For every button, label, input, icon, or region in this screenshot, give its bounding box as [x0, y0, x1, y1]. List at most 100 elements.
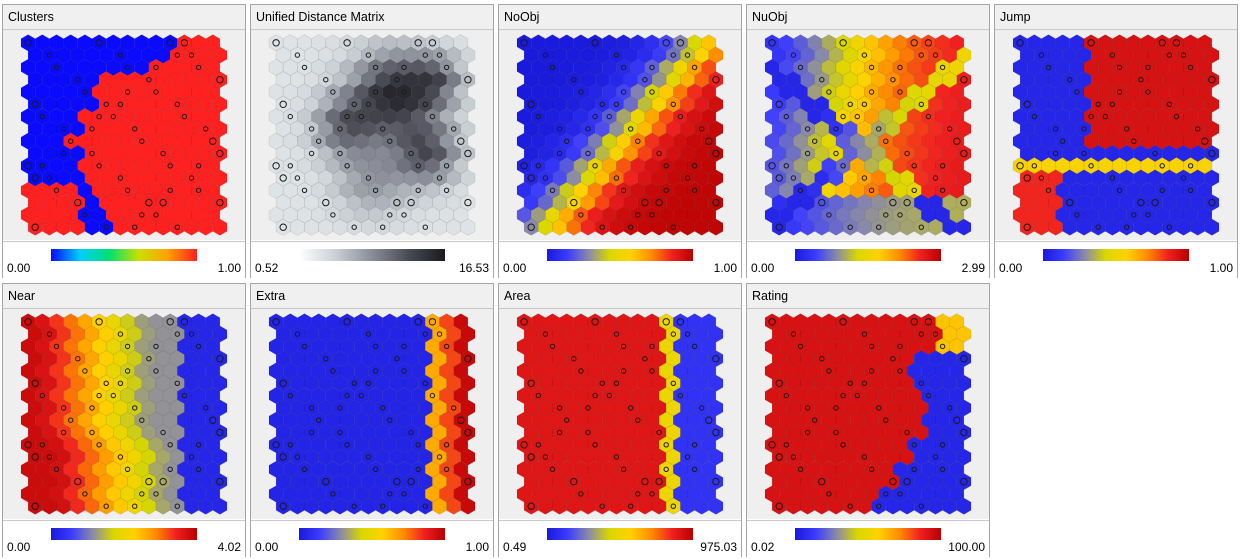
data-hit-marker [904, 150, 910, 157]
som-panel-rating[interactable]: Rating 0.02 100.00 [746, 283, 990, 557]
som-panel-nuobj[interactable]: NuObj 0.00 2.99 [746, 4, 990, 278]
som-hex-map[interactable] [251, 30, 493, 240]
som-hex-cell[interactable] [212, 194, 228, 212]
som-hex-cell[interactable] [956, 95, 972, 113]
som-hex-cell[interactable] [708, 95, 724, 113]
data-hit-marker [387, 138, 393, 144]
som-hex-cell[interactable] [212, 374, 228, 392]
data-hit-marker [910, 39, 918, 47]
data-hit-marker [358, 113, 365, 120]
som-hex-cell[interactable] [460, 497, 476, 515]
som-hex-cell[interactable] [460, 218, 476, 236]
som-hex-cell[interactable] [956, 374, 972, 392]
som-hex-cell[interactable] [212, 497, 228, 515]
som-panel-clusters[interactable]: Clusters 0.00 1.00 [2, 4, 246, 278]
som-hex-cell[interactable] [1204, 194, 1220, 212]
data-hit-marker [712, 477, 720, 486]
som-hex-cell[interactable] [708, 169, 724, 187]
som-panel-jump[interactable]: Jump 0.00 1.00 [994, 4, 1238, 278]
som-hex-cell[interactable] [956, 473, 972, 491]
som-hex-cell[interactable] [1204, 169, 1220, 187]
som-hex-cell[interactable] [460, 448, 476, 466]
som-hex-cell[interactable] [1204, 95, 1220, 113]
data-hit-marker [939, 187, 946, 194]
som-hex-cell[interactable] [212, 448, 228, 466]
som-hex-cell[interactable] [708, 218, 724, 236]
data-hit-marker [323, 77, 329, 83]
som-hex-cell[interactable] [460, 194, 476, 212]
som-hex-cell[interactable] [708, 448, 724, 466]
data-hit-marker [564, 417, 570, 423]
som-panel-area[interactable]: Area 0.49 975.03 [498, 283, 742, 557]
data-hit-marker [117, 331, 124, 337]
data-hit-marker [24, 441, 32, 449]
data-hit-marker [75, 77, 81, 83]
data-hit-marker [861, 175, 868, 181]
data-hit-marker [1088, 163, 1094, 169]
data-hit-marker [209, 416, 217, 424]
som-panel-extra[interactable]: Extra 0.00 1.00 [250, 283, 494, 557]
som-hex-cell[interactable] [460, 473, 476, 491]
som-hex-cell[interactable] [708, 497, 724, 515]
data-hit-marker [642, 77, 648, 83]
data-hit-marker [188, 52, 195, 58]
data-hit-marker [960, 149, 968, 158]
som-hex-map[interactable] [499, 30, 741, 240]
data-hit-marker [840, 392, 846, 399]
som-hex-map[interactable] [251, 309, 493, 519]
som-panel-near[interactable]: Near 0.00 4.02 [2, 283, 246, 557]
som-hex-map[interactable] [995, 30, 1237, 240]
som-hex-cell[interactable] [212, 169, 228, 187]
colorbar [1043, 249, 1189, 261]
data-hit-marker [897, 491, 903, 497]
som-hex-cell[interactable] [956, 169, 972, 187]
som-hex-cell[interactable] [212, 95, 228, 113]
data-hit-marker [436, 175, 443, 181]
data-hit-marker [96, 442, 102, 448]
som-hex-cell[interactable] [212, 473, 228, 491]
som-hex-cell[interactable] [956, 194, 972, 212]
data-hit-marker [876, 503, 882, 509]
data-hit-marker [203, 405, 209, 411]
data-hit-marker [160, 150, 166, 157]
som-hex-cell[interactable] [956, 448, 972, 466]
data-hit-marker [145, 198, 153, 207]
data-hit-marker [1166, 101, 1173, 108]
som-hex-cell[interactable] [708, 473, 724, 491]
som-hex-map[interactable] [3, 309, 245, 519]
som-hex-cell[interactable] [460, 95, 476, 113]
data-hit-marker [549, 187, 556, 194]
data-hit-marker [613, 380, 620, 387]
som-hex-cell[interactable] [212, 218, 228, 236]
som-hex-cell[interactable] [460, 169, 476, 187]
som-hex-cell[interactable] [460, 374, 476, 392]
data-hit-marker [322, 198, 330, 207]
data-hit-marker [847, 224, 853, 230]
som-hex-cell[interactable] [708, 374, 724, 392]
data-hit-marker [464, 76, 472, 84]
som-hex-cell[interactable] [956, 497, 972, 515]
data-hit-marker [889, 198, 897, 207]
som-hex-cell[interactable] [956, 218, 972, 236]
data-hit-marker [344, 163, 350, 169]
som-hex-map[interactable] [3, 30, 245, 240]
data-hit-marker [599, 503, 605, 509]
data-hit-marker [520, 318, 528, 326]
data-hit-marker [146, 356, 152, 362]
som-hex-map[interactable] [499, 309, 741, 519]
som-hex-map[interactable] [747, 30, 989, 240]
data-hit-marker [166, 318, 174, 326]
data-hit-marker [46, 175, 53, 181]
som-hex-cell[interactable] [708, 194, 724, 212]
som-panel-unified-distance-matrix[interactable]: Unified Distance Matrix 0.52 16.53 [250, 4, 494, 278]
data-hit-marker [1124, 224, 1130, 230]
data-hit-marker [768, 162, 776, 170]
som-hex-map[interactable] [747, 309, 989, 519]
colorbar-max-value: 100.00 [948, 540, 985, 554]
data-hit-marker [570, 198, 578, 207]
data-hit-marker [1159, 163, 1165, 169]
data-hit-marker [1208, 76, 1216, 84]
som-panel-noobj[interactable]: NoObj 0.00 1.00 [498, 4, 742, 278]
som-hex-cell[interactable] [1204, 218, 1220, 236]
data-hit-marker [556, 150, 563, 157]
